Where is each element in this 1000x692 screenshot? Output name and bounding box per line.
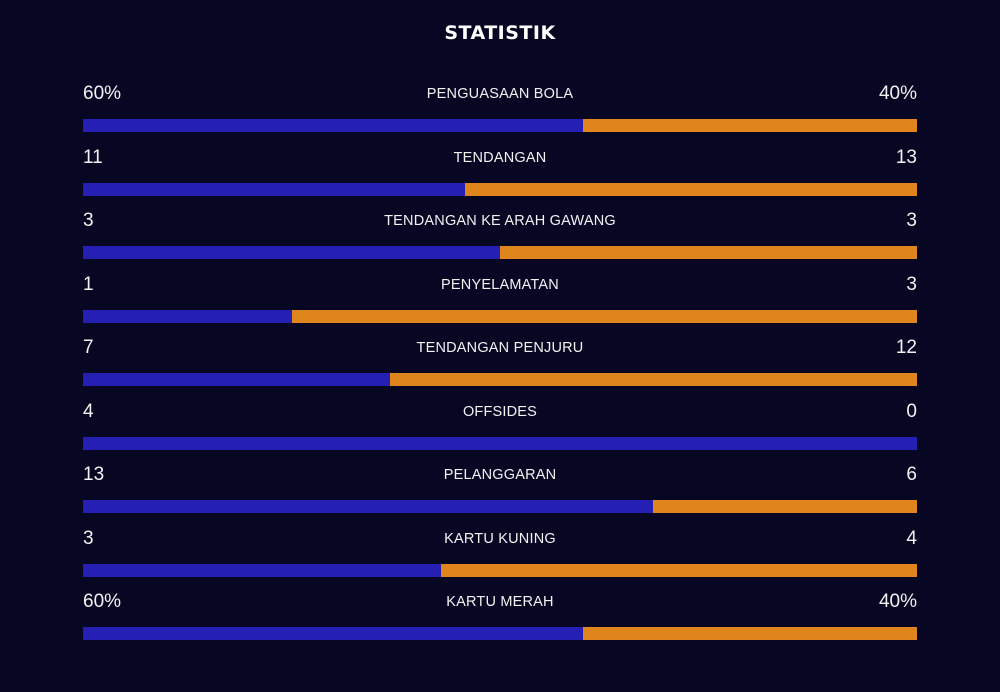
home-value: 60%	[83, 591, 122, 612]
stats-list: 60% PENGUASAAN BOLA 40% 11 TENDANGAN 13 …	[83, 81, 917, 653]
stat-label: KARTU KUNING	[444, 530, 556, 547]
stat-bar	[83, 119, 917, 132]
away-bar-fill	[653, 500, 917, 513]
away-value: 3	[906, 210, 917, 231]
stat-bar	[83, 246, 917, 259]
stat-row-red-cards: 60% KARTU MERAH 40%	[83, 589, 917, 653]
stat-row-header: 3 KARTU KUNING 4	[83, 526, 917, 552]
stat-bar	[83, 309, 917, 323]
stat-label: PENYELAMATAN	[441, 276, 559, 293]
stat-row-yellow-cards: 3 KARTU KUNING 4	[83, 526, 917, 590]
away-value: 4	[906, 527, 917, 549]
stat-row-header: 1 PENYELAMATAN 3	[83, 272, 917, 298]
stat-label: TENDANGAN	[453, 149, 547, 166]
away-bar-fill	[440, 563, 917, 577]
home-value: 1	[83, 273, 94, 295]
stat-label: PENGUASAAN BOLA	[426, 86, 574, 102]
stats-title: STATISTIK	[444, 22, 556, 44]
home-bar-fill	[83, 246, 500, 259]
away-value: 40%	[878, 83, 917, 104]
stat-row-header: 11 TENDANGAN 13	[83, 145, 917, 171]
home-value: 60%	[83, 83, 122, 104]
stat-row-header: 7 TENDANGAN PENJURU 12	[83, 335, 917, 361]
home-bar-fill	[83, 563, 441, 577]
stat-bar	[83, 500, 917, 513]
stat-label: PELANGGARAN	[443, 467, 557, 483]
stat-bar	[83, 373, 917, 386]
home-bar-fill	[83, 182, 465, 196]
stat-label: OFFSIDES	[462, 403, 538, 420]
stat-row-shots-on-target: 3 TENDANGAN KE ARAH GAWANG 3	[83, 208, 917, 272]
home-bar-fill	[83, 436, 917, 450]
stat-row-header: 13 PELANGGARAN 6	[83, 462, 917, 488]
stat-bar	[83, 436, 917, 450]
stat-label: TENDANGAN PENJURU	[416, 340, 584, 356]
home-bar-fill	[83, 373, 390, 386]
home-bar-fill	[83, 627, 584, 640]
away-value: 3	[906, 273, 917, 295]
home-bar-fill	[83, 119, 584, 132]
away-bar-fill	[464, 182, 917, 196]
home-value: 13	[83, 464, 105, 485]
stat-row-header: 60% PENGUASAAN BOLA 40%	[83, 81, 917, 107]
stat-row-shots: 11 TENDANGAN 13	[83, 145, 917, 209]
home-value: 11	[83, 146, 103, 168]
away-bar-fill	[500, 246, 917, 259]
home-value: 7	[83, 337, 94, 358]
stat-row-saves: 1 PENYELAMATAN 3	[83, 272, 917, 336]
stat-row-header: 3 TENDANGAN KE ARAH GAWANG 3	[83, 208, 917, 234]
home-bar-fill	[83, 500, 654, 513]
away-value: 13	[895, 146, 917, 168]
away-value: 0	[906, 400, 917, 422]
stat-bar	[83, 627, 917, 640]
home-bar-fill	[83, 309, 292, 323]
home-value: 3	[83, 210, 94, 231]
home-value: 4	[83, 400, 94, 422]
stat-row-header: 60% KARTU MERAH 40%	[83, 589, 917, 615]
stat-label: TENDANGAN KE ARAH GAWANG	[384, 213, 616, 229]
away-bar-fill	[583, 119, 917, 132]
stat-row-corners: 7 TENDANGAN PENJURU 12	[83, 335, 917, 399]
away-bar-fill	[389, 373, 917, 386]
away-value: 6	[906, 464, 917, 485]
away-value: 40%	[878, 591, 917, 612]
stat-row-header: 4 OFFSIDES 0	[83, 399, 917, 425]
away-bar-fill	[583, 627, 917, 640]
away-value: 12	[895, 337, 917, 358]
home-value: 3	[83, 527, 94, 549]
stat-bar	[83, 182, 917, 196]
stat-label: KARTU MERAH	[446, 594, 554, 610]
stat-row-offsides: 4 OFFSIDES 0	[83, 399, 917, 463]
stat-bar	[83, 563, 917, 577]
stat-row-fouls: 13 PELANGGARAN 6	[83, 462, 917, 526]
stat-row-possession: 60% PENGUASAAN BOLA 40%	[83, 81, 917, 145]
away-bar-fill	[291, 309, 917, 323]
